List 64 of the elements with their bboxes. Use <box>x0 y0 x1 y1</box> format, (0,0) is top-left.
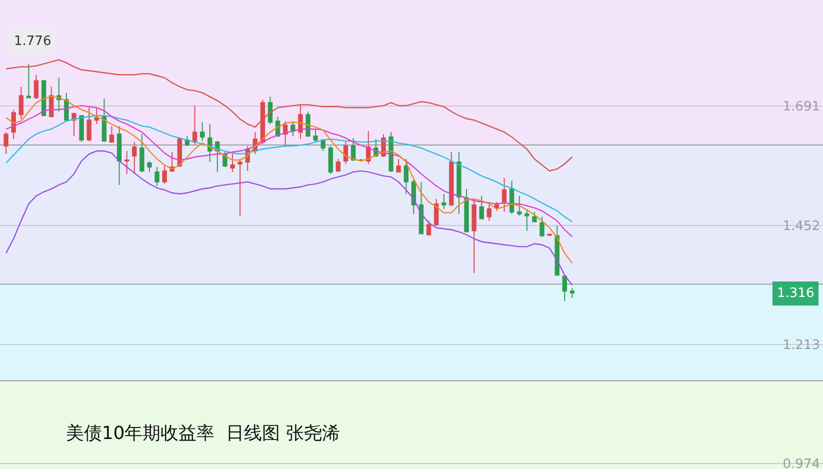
y-tick-label: 1.691 <box>782 100 820 115</box>
candlestick <box>328 146 333 174</box>
text: 美债10年期收益率 日线图 张尧浠 <box>66 422 340 444</box>
candlestick <box>486 203 492 222</box>
candlestick <box>336 158 341 172</box>
candlestick <box>238 158 242 216</box>
y-tick-label: 0.974 <box>782 457 820 472</box>
annotation: 1.776 <box>14 34 52 49</box>
candlestick <box>358 158 364 162</box>
candlestick <box>502 177 507 212</box>
candlestick <box>313 128 318 143</box>
candlestick <box>442 193 446 210</box>
candlestick <box>509 180 514 214</box>
candlestick <box>116 126 122 186</box>
candlestick <box>464 188 469 232</box>
candlestick <box>18 86 24 120</box>
candlestick <box>418 181 424 234</box>
candlestick <box>162 165 167 184</box>
candlestick <box>154 166 160 186</box>
candlestick <box>192 105 198 146</box>
candlestick <box>230 154 235 172</box>
candlestick <box>26 63 32 98</box>
line-series <box>5 59 573 172</box>
candlestick <box>434 198 439 226</box>
candlestick <box>282 120 288 148</box>
candlestick <box>109 126 114 144</box>
candlestick <box>298 105 303 140</box>
candlestick <box>140 134 144 172</box>
line-series <box>5 105 573 238</box>
candlestick <box>147 160 152 172</box>
candlestick <box>343 142 348 164</box>
line-series <box>5 96 573 264</box>
candlestick <box>404 158 408 194</box>
candlestick <box>570 288 575 299</box>
candlestick <box>524 208 530 232</box>
candlestick <box>72 112 76 137</box>
candlestick <box>449 152 454 206</box>
candlestick <box>396 158 401 172</box>
candlestick <box>94 107 99 125</box>
y-tick-label: 1.452 <box>782 218 820 234</box>
candlestick <box>540 216 544 238</box>
candlestick <box>86 107 92 142</box>
line-series <box>5 115 573 222</box>
line-series <box>5 150 573 286</box>
candlestick <box>268 96 273 125</box>
candlestick <box>4 132 8 155</box>
candlestick <box>200 122 205 142</box>
candlestick <box>320 138 326 152</box>
candlestick <box>34 74 39 100</box>
candlestick <box>479 195 484 220</box>
candlestick <box>132 142 137 174</box>
candlestick <box>547 233 552 236</box>
candlestick <box>456 152 462 214</box>
text: 1.316 <box>777 286 814 301</box>
candlestick <box>472 198 476 274</box>
candlestick <box>79 115 84 143</box>
candlestick <box>124 150 130 174</box>
candlestick <box>102 98 107 143</box>
y-tick-label: 1.213 <box>782 338 820 353</box>
candlestick <box>532 211 537 222</box>
candlestick <box>517 195 522 216</box>
candlestick <box>426 220 432 236</box>
candlestick <box>562 274 567 302</box>
candlestick <box>56 77 62 112</box>
